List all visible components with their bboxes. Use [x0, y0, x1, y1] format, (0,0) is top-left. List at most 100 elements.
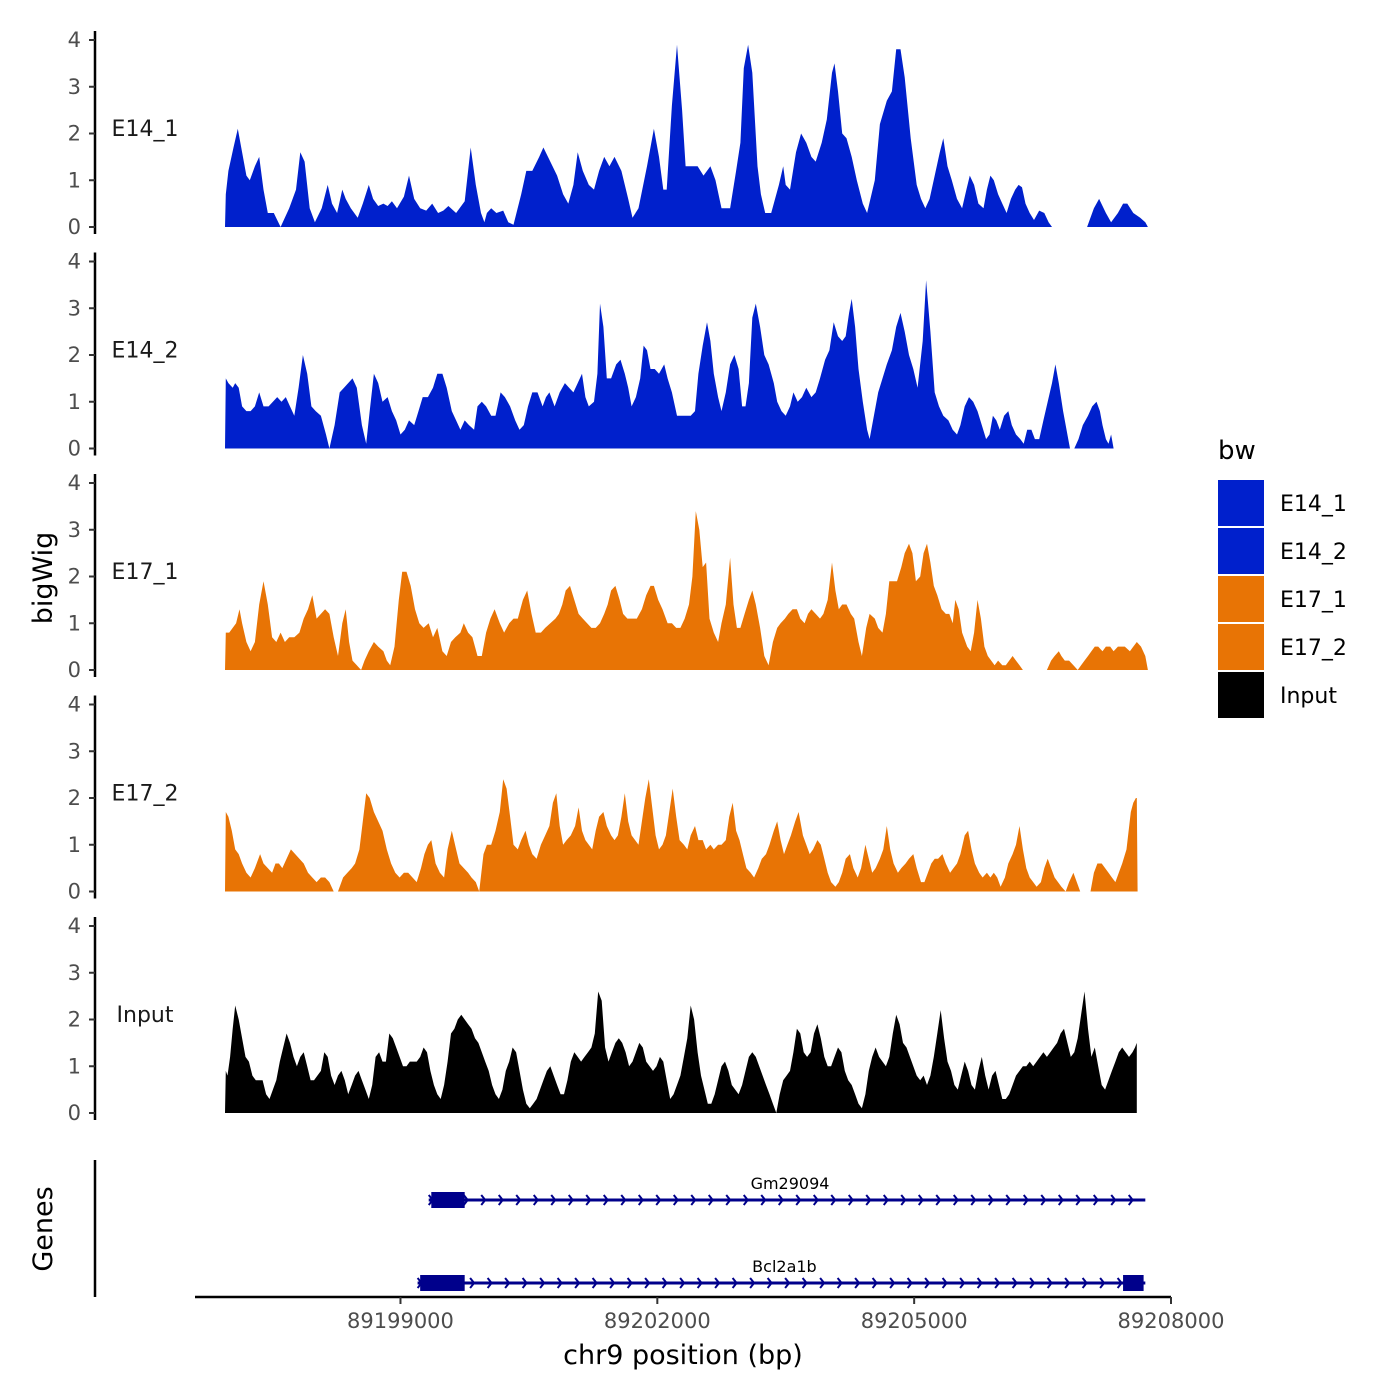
y-tick-label: 2 — [68, 565, 81, 589]
strand-arrow — [696, 1277, 703, 1289]
x-tick-label: 89205000 — [861, 1309, 968, 1333]
strand-arrow — [795, 1194, 802, 1206]
track-e17-1: 0 1 2 3 4 E17_1 — [68, 471, 1148, 682]
strand-arrow — [620, 1194, 627, 1206]
strand-arrow — [906, 1277, 913, 1289]
y-tick-label: 0 — [68, 880, 81, 904]
strand-arrow — [1040, 1194, 1047, 1206]
strand-arrow — [976, 1277, 983, 1289]
legend-label: Input — [1280, 684, 1337, 709]
legend-label: E14_2 — [1280, 540, 1347, 565]
y-tick-label: 2 — [68, 786, 81, 810]
strand-arrow — [556, 1277, 563, 1289]
strand-arrow — [1064, 1277, 1071, 1289]
y-tick-label: 3 — [68, 518, 81, 542]
legend-swatch — [1218, 624, 1264, 670]
y-tick-label: 3 — [68, 961, 81, 985]
strand-arrow — [567, 1194, 575, 1206]
y-tick-label: 4 — [68, 471, 81, 495]
y-tick-label: 1 — [68, 168, 81, 192]
strand-arrow — [497, 1194, 505, 1206]
strand-arrow — [1046, 1277, 1053, 1289]
strand-arrow — [1116, 1277, 1123, 1289]
strand-arrow — [1029, 1277, 1036, 1289]
strand-arrow — [1110, 1194, 1117, 1206]
legend: bw E14_1 E14_2 E17_1 E17_2 Input — [1218, 436, 1347, 718]
x-tick-label: 89199000 — [347, 1309, 454, 1333]
strand-arrow — [1127, 1194, 1135, 1206]
strand-arrow — [469, 1277, 476, 1289]
track-e14-2: 0 1 2 3 4 E14_2 — [68, 250, 1114, 461]
y-tick-label: 0 — [68, 437, 81, 461]
strand-arrow — [1099, 1277, 1106, 1289]
strand-arrow — [714, 1277, 721, 1289]
strand-arrow — [941, 1277, 948, 1289]
strand-arrow — [532, 1194, 540, 1206]
strand-arrow — [644, 1277, 651, 1289]
strand-arrow — [585, 1194, 592, 1206]
strand-arrow — [784, 1277, 791, 1289]
gene-label: Bcl2a1b — [752, 1257, 817, 1276]
gene-track: Genes Gm29094 Bcl2a1b — [28, 1160, 1146, 1297]
coverage-area — [225, 991, 1137, 1113]
legend-label: E14_1 — [1280, 492, 1347, 517]
y-tick-label: 2 — [68, 122, 81, 146]
strand-arrow — [515, 1194, 522, 1206]
legend-swatch — [1218, 576, 1264, 622]
strand-arrow — [994, 1277, 1001, 1289]
strand-arrow — [1075, 1194, 1082, 1206]
x-tick-label: 89208000 — [1118, 1309, 1225, 1333]
strand-arrow — [900, 1194, 907, 1206]
strand-arrow — [917, 1194, 925, 1206]
strand-arrow — [959, 1277, 966, 1289]
legend-label: E17_2 — [1280, 636, 1347, 661]
strand-arrow — [935, 1194, 942, 1206]
strand-arrow — [819, 1277, 826, 1289]
legend-title: bw — [1218, 436, 1256, 466]
y-tick-label: 1 — [68, 390, 81, 414]
strand-arrow — [749, 1277, 756, 1289]
strand-arrow — [655, 1194, 662, 1206]
track-label: Input — [117, 1003, 174, 1028]
legend-swatch — [1218, 672, 1264, 718]
legend-item-e17-2: E17_2 — [1218, 624, 1347, 670]
track-e14-1: 0 1 2 3 4 E14_1 — [68, 28, 1148, 239]
strand-arrow — [521, 1277, 528, 1289]
strand-arrow — [882, 1194, 890, 1206]
track-input: 0 1 2 3 4 Input — [68, 914, 1137, 1125]
gene-exon — [431, 1192, 465, 1208]
strand-arrow — [970, 1194, 977, 1206]
legend-swatch — [1218, 480, 1264, 526]
gene-label: Gm29094 — [751, 1174, 830, 1193]
y-tick-label: 3 — [68, 296, 81, 320]
y-tick-label: 3 — [68, 75, 81, 99]
gene-exon — [1123, 1275, 1144, 1291]
strand-arrow — [550, 1194, 557, 1206]
strand-arrow — [539, 1277, 546, 1289]
y-tick-label: 4 — [68, 693, 81, 717]
legend-swatch — [1218, 528, 1264, 574]
strand-arrow — [889, 1277, 896, 1289]
legend-item-e17-1: E17_1 — [1218, 576, 1347, 622]
strand-arrow — [865, 1194, 872, 1206]
strand-arrow — [1022, 1194, 1030, 1206]
strand-arrow — [777, 1194, 785, 1206]
strand-arrow — [637, 1194, 645, 1206]
gene-track-title: Genes — [28, 1186, 59, 1271]
track-label: E14_1 — [112, 117, 179, 142]
strand-arrow — [847, 1194, 855, 1206]
strand-arrow — [924, 1277, 931, 1289]
strand-arrow — [690, 1194, 697, 1206]
strand-arrow — [661, 1277, 668, 1289]
y-tick-label: 2 — [68, 1008, 81, 1032]
y-tick-label: 0 — [68, 215, 81, 239]
coverage-area — [225, 779, 1138, 892]
y-tick-label: 1 — [68, 1054, 81, 1078]
strand-arrow — [609, 1277, 616, 1289]
strand-arrow — [602, 1194, 610, 1206]
strand-arrow — [1092, 1194, 1100, 1206]
coverage-area — [225, 280, 1114, 449]
strand-arrow — [574, 1277, 581, 1289]
strand-arrow — [462, 1194, 470, 1206]
